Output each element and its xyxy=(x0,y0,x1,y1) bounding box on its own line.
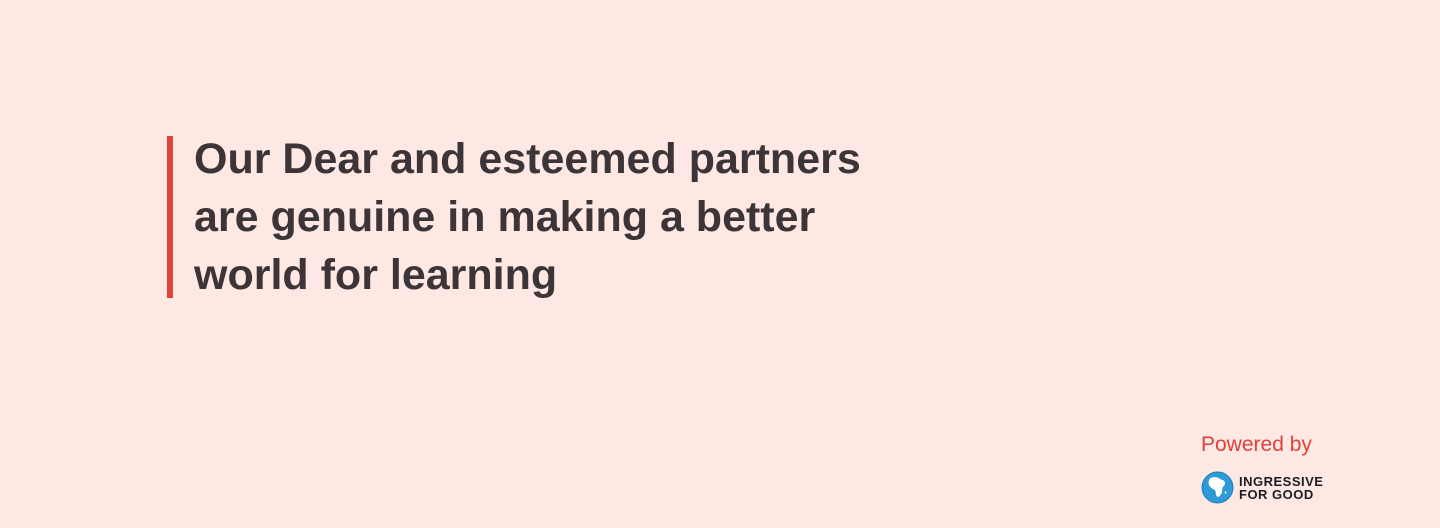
globe-africa-icon xyxy=(1201,471,1234,504)
quote-block: Our Dear and esteemed partners are genui… xyxy=(167,135,934,299)
ingressive-for-good-logo[interactable]: INGRESSIVE FOR GOOD xyxy=(1201,471,1323,504)
powered-by-label: Powered by xyxy=(1201,433,1312,456)
logo-wordmark: INGRESSIVE FOR GOOD xyxy=(1239,475,1323,501)
logo-line-1: INGRESSIVE xyxy=(1239,473,1324,489)
quote-text: Our Dear and esteemed partners are genui… xyxy=(194,135,861,299)
logo-line-2: FOR GOOD xyxy=(1239,486,1314,502)
